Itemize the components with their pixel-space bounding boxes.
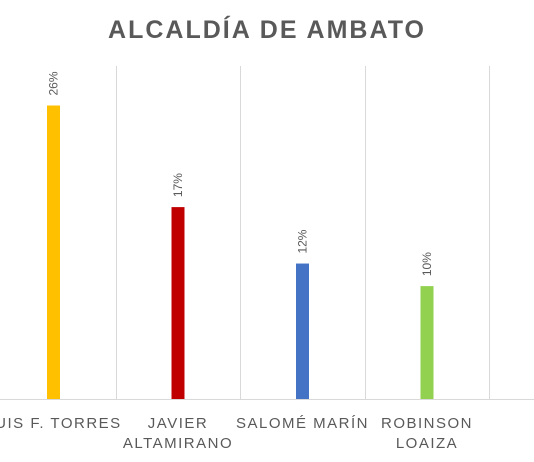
- bar: [420, 286, 434, 399]
- category-label: LUIS F. TORRES: [0, 415, 122, 432]
- category-label: ALTAMIRANO: [123, 435, 233, 452]
- category-label: SALOMÉ MARÍN: [236, 415, 369, 432]
- bar: [296, 263, 309, 399]
- chart-title: ALCALDÍA DE AMBATO: [108, 16, 426, 44]
- category-label: ROBINSON: [381, 415, 473, 432]
- data-label: 17%: [171, 173, 185, 197]
- bar: [47, 105, 60, 399]
- category-label: JAVIER: [148, 415, 208, 432]
- bar: [171, 207, 185, 399]
- category-label: LOAIZA: [396, 435, 458, 452]
- data-label: 10%: [420, 252, 434, 276]
- data-label: 12%: [296, 229, 310, 253]
- data-label: 26%: [47, 71, 61, 95]
